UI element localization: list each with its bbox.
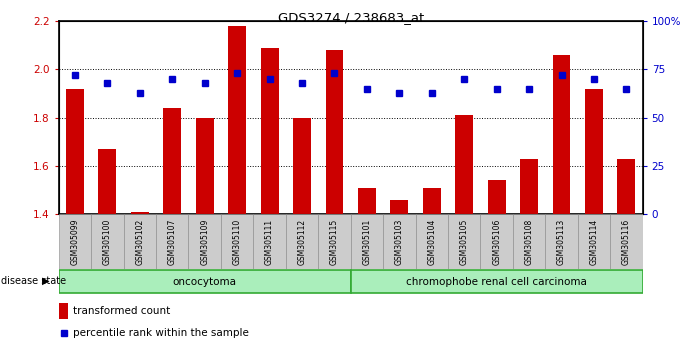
Text: GDS3274 / 238683_at: GDS3274 / 238683_at [278, 11, 424, 24]
Bar [610, 214, 643, 269]
Bar [156, 214, 189, 269]
Text: GSM305104: GSM305104 [427, 218, 436, 265]
Text: GSM305109: GSM305109 [200, 218, 209, 265]
Bar [513, 214, 545, 269]
Text: chromophobe renal cell carcinoma: chromophobe renal cell carcinoma [406, 277, 587, 287]
Bar [520, 159, 538, 214]
Text: GSM305113: GSM305113 [557, 218, 566, 265]
Bar [228, 26, 246, 214]
Bar [59, 303, 68, 319]
Bar [254, 214, 286, 269]
Text: ▶: ▶ [42, 275, 50, 286]
Text: GSM305107: GSM305107 [168, 218, 177, 265]
Bar [390, 200, 408, 214]
Bar [350, 270, 643, 293]
Text: transformed count: transformed count [73, 306, 171, 316]
Bar [124, 214, 156, 269]
Text: GSM305111: GSM305111 [265, 218, 274, 265]
Bar [578, 214, 610, 269]
Text: GSM305116: GSM305116 [622, 218, 631, 265]
Bar [480, 214, 513, 269]
Text: GSM305112: GSM305112 [298, 218, 307, 265]
Bar [383, 214, 415, 269]
Bar [59, 214, 91, 269]
Text: GSM305102: GSM305102 [135, 218, 144, 265]
Bar [261, 48, 278, 214]
Bar [448, 214, 480, 269]
Text: GSM305110: GSM305110 [233, 218, 242, 265]
Text: disease state: disease state [1, 275, 66, 286]
Bar [189, 214, 221, 269]
Text: GSM305106: GSM305106 [492, 218, 501, 265]
Text: GSM305105: GSM305105 [460, 218, 468, 265]
Bar [585, 89, 603, 214]
Text: GSM305100: GSM305100 [103, 218, 112, 265]
Bar [59, 270, 350, 293]
Text: GSM305114: GSM305114 [589, 218, 598, 265]
Text: percentile rank within the sample: percentile rank within the sample [73, 328, 249, 338]
Bar [350, 214, 383, 269]
Bar [488, 181, 506, 214]
Text: GSM305101: GSM305101 [362, 218, 371, 265]
Text: GSM305115: GSM305115 [330, 218, 339, 265]
Bar [455, 115, 473, 214]
Bar [131, 212, 149, 214]
Bar [91, 214, 124, 269]
Bar [358, 188, 376, 214]
Bar [66, 89, 84, 214]
Text: GSM305108: GSM305108 [524, 218, 533, 265]
Bar [325, 50, 343, 214]
Text: oncocytoma: oncocytoma [173, 277, 237, 287]
Bar [553, 55, 571, 214]
Bar [293, 118, 311, 214]
Bar [545, 214, 578, 269]
Bar [196, 118, 214, 214]
Bar [221, 214, 254, 269]
Bar [423, 188, 441, 214]
Bar [286, 214, 319, 269]
Bar [163, 108, 181, 214]
Text: GSM305099: GSM305099 [70, 218, 79, 265]
Bar [99, 149, 116, 214]
Bar [319, 214, 350, 269]
Bar [415, 214, 448, 269]
Text: GSM305103: GSM305103 [395, 218, 404, 265]
Bar [618, 159, 635, 214]
